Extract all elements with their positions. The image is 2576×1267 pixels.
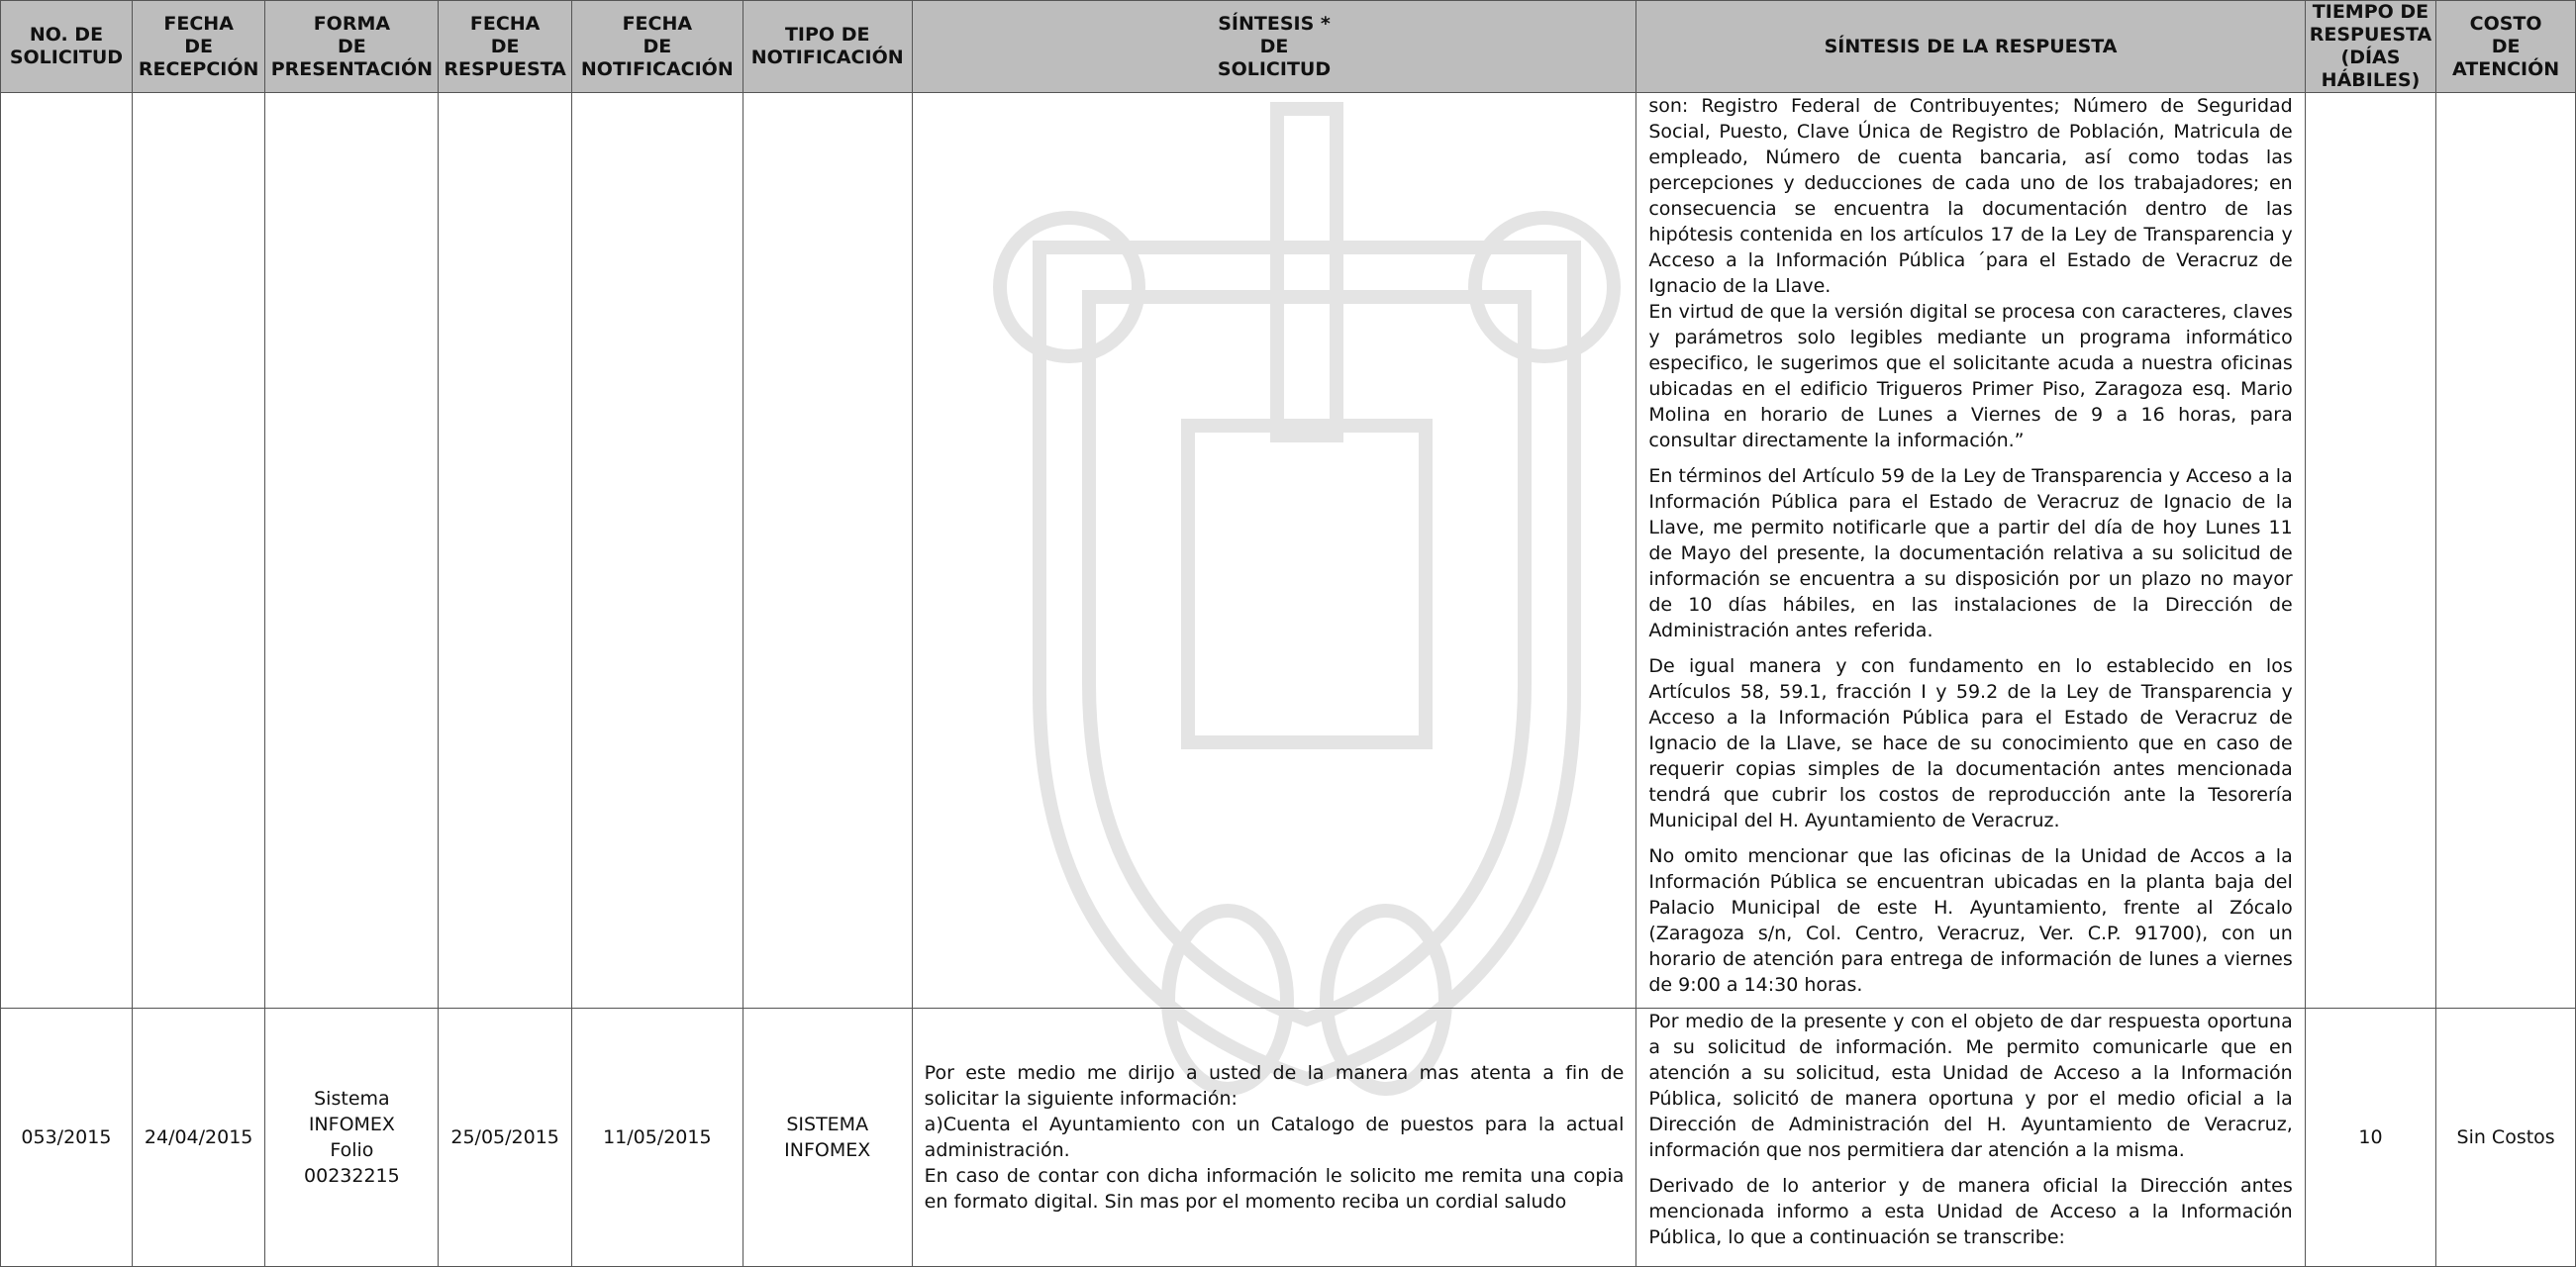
header-text: TIPO DE bbox=[784, 24, 870, 46]
header-text: RESPUESTA bbox=[444, 57, 566, 80]
header-cell: FECHA DE RECEPCIÓN bbox=[131, 0, 266, 93]
cell: son: Registro Federal de Contribuyentes;… bbox=[1635, 92, 2306, 1009]
header-text: SÍNTESIS DE LA RESPUESTA bbox=[1824, 35, 2118, 57]
header-cell: TIEMPO DE RESPUESTA (DÍAS HÁBILES) bbox=[2304, 0, 2437, 93]
header-text: RECEPCIÓN bbox=[138, 57, 259, 80]
header-row: NO. DE SOLICITUD FECHA DE RECEPCIÓN FORMA DE PR… bbox=[0, 0, 2576, 93]
paragraph: Derivado de lo anterior y de manera ofic… bbox=[1648, 1175, 2293, 1248]
header-text: RESPUESTA bbox=[2309, 24, 2432, 46]
header-text: NOTIFICACIÓN bbox=[750, 47, 904, 68]
header-cell: TIPO DE NOTIFICACIÓN bbox=[742, 0, 913, 93]
paragraph: Por medio de la presente y con el objeto… bbox=[1648, 1011, 2293, 1161]
header-cell: SÍNTESIS DE LA RESPUESTA bbox=[1635, 0, 2306, 93]
header-text: SÍNTESIS * bbox=[1218, 12, 1331, 35]
cell: Por medio de la presente y con el objeto… bbox=[1635, 1008, 2306, 1267]
table-row: son: Registro Federal de Contribuyentes;… bbox=[0, 92, 2576, 1009]
header-cell: FORMA DE PRESENTACIÓN bbox=[264, 0, 440, 93]
header-text: TIEMPO DE bbox=[2312, 1, 2429, 24]
cell bbox=[2435, 92, 2576, 1009]
header-text: FORMA bbox=[313, 12, 391, 35]
cell-text: 11/05/2015 bbox=[603, 1126, 712, 1148]
paragraph: son: Registro Federal de Contribuyentes;… bbox=[1648, 95, 2293, 297]
table-row: 053/2015 24/04/2015 Sistema INFOMEX Folio 002… bbox=[0, 1008, 2576, 1267]
header-text: NO. DE bbox=[29, 24, 104, 46]
cell bbox=[742, 92, 913, 1009]
text-line: Por este medio me dirijo a usted de la m… bbox=[924, 1062, 1625, 1110]
cell: 25/05/2015 bbox=[438, 1008, 572, 1267]
cell-text: Sin Costos bbox=[2456, 1126, 2555, 1148]
cell-text: 25/05/2015 bbox=[450, 1126, 559, 1148]
header-text: DE bbox=[338, 35, 366, 57]
paragraph: En virtud de que la versión digital se p… bbox=[1648, 301, 2293, 451]
cell bbox=[131, 92, 266, 1009]
cell: 10 bbox=[2304, 1008, 2437, 1267]
text-line: Sistema bbox=[314, 1088, 390, 1110]
text-line: En caso de contar con dicha información … bbox=[924, 1165, 1625, 1213]
cell-text: 24/04/2015 bbox=[144, 1126, 253, 1148]
header-text: COSTO bbox=[2469, 12, 2542, 35]
header-text: SOLICITUD bbox=[9, 47, 124, 68]
header-text: DE bbox=[2491, 35, 2521, 57]
cell: 24/04/2015 bbox=[131, 1008, 266, 1267]
paragraph: En términos del Artículo 59 de la Ley de… bbox=[1648, 465, 2293, 641]
cell-text: 053/2015 bbox=[21, 1126, 112, 1148]
header-cell: FECHA DE RESPUESTA bbox=[438, 0, 572, 93]
header-text: SOLICITUD bbox=[1217, 57, 1332, 80]
header-text: FECHA bbox=[622, 12, 693, 35]
cell bbox=[2304, 92, 2437, 1009]
header-text: PRESENTACIÓN bbox=[270, 57, 434, 80]
header-text: DE bbox=[490, 35, 520, 57]
text-line: Folio bbox=[330, 1139, 374, 1161]
cell bbox=[0, 92, 133, 1009]
header-text: NOTIFICACIÓN bbox=[580, 57, 734, 80]
cell bbox=[911, 92, 1637, 1009]
text-line: a)Cuenta el Ayuntamiento con un Catalogo… bbox=[924, 1114, 1625, 1161]
cell: Sistema INFOMEX Folio 00232215 bbox=[264, 1008, 440, 1267]
header-cell: FECHA DE NOTIFICACIÓN bbox=[570, 0, 743, 93]
cell: SISTEMA INFOMEX bbox=[742, 1008, 913, 1267]
header-cell: SÍNTESIS * DE SOLICITUD bbox=[911, 0, 1637, 93]
cell bbox=[570, 92, 743, 1009]
text-line: 00232215 bbox=[304, 1165, 400, 1187]
cell-text: 10 bbox=[2358, 1126, 2383, 1148]
cell: 053/2015 bbox=[0, 1008, 133, 1267]
cell: Sin Costos bbox=[2435, 1008, 2576, 1267]
paragraph: De igual manera y con fundamento en lo e… bbox=[1648, 655, 2293, 831]
cell: 11/05/2015 bbox=[570, 1008, 743, 1267]
text-line: INFOMEX bbox=[784, 1139, 871, 1161]
cell: Por este medio me dirijo a usted de la m… bbox=[911, 1008, 1637, 1267]
header-text: FECHA bbox=[469, 12, 541, 35]
header-text: ATENCIÓN bbox=[2452, 57, 2560, 80]
header-text: DE bbox=[643, 35, 672, 57]
cell bbox=[264, 92, 440, 1009]
text-line: SISTEMA bbox=[786, 1114, 869, 1135]
header-cell: COSTO DE ATENCIÓN bbox=[2435, 0, 2576, 93]
header-cell: NO. DE SOLICITUD bbox=[0, 0, 133, 93]
paragraph: No omito mencionar que las oficinas de l… bbox=[1648, 845, 2293, 996]
text-line: INFOMEX bbox=[308, 1114, 395, 1135]
header-text: (DÍAS HÁBILES) bbox=[2321, 47, 2421, 91]
header-text: DE bbox=[184, 35, 214, 57]
header-text: DE bbox=[1259, 35, 1289, 57]
header-text: FECHA bbox=[163, 12, 234, 35]
cell bbox=[438, 92, 572, 1009]
table-body: son: Registro Federal de Contribuyentes;… bbox=[0, 92, 2576, 1267]
